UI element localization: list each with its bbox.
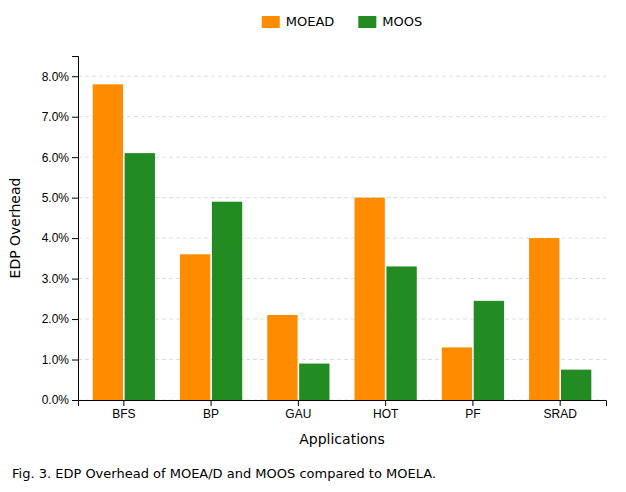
tick-label: 2.0% — [42, 312, 70, 326]
tick-mark — [72, 238, 78, 239]
tick: 3.0% — [42, 272, 78, 286]
plot-area: 0.0%1.0%2.0%3.0%4.0%5.0%6.0%7.0%8.0%BFSB… — [42, 57, 607, 421]
caption: Fig. 3. EDP Overhead of MOEA/D and MOOS … — [12, 466, 436, 481]
tick: BP — [203, 400, 219, 421]
tick: 5.0% — [42, 191, 78, 205]
tick-mark — [472, 400, 473, 406]
bar — [212, 202, 242, 400]
grid-line — [78, 359, 606, 360]
tick: PF — [465, 400, 480, 421]
tick-mark — [385, 400, 386, 406]
bar-series — [125, 153, 592, 400]
tick-label: 7.0% — [42, 110, 70, 124]
axis-line — [79, 401, 607, 407]
tick-label: 1.0% — [42, 353, 70, 367]
tick: 6.0% — [42, 151, 78, 165]
bar — [93, 84, 123, 400]
bar — [474, 301, 504, 400]
tick-label: 0.0% — [42, 393, 70, 407]
bars — [93, 84, 592, 400]
legend: MOEAD MOOS — [262, 14, 423, 29]
tick-label: 3.0% — [42, 272, 70, 286]
bar — [125, 153, 155, 400]
tick: SRAD — [544, 400, 578, 421]
tick: HOT — [373, 400, 399, 421]
tick-mark — [72, 319, 78, 320]
tick-mark — [298, 400, 299, 406]
tick: 1.0% — [42, 353, 78, 367]
tick: 2.0% — [42, 312, 78, 326]
grid-line — [78, 157, 606, 158]
tick-label: GAU — [285, 407, 311, 421]
tick-mark — [72, 117, 78, 118]
x-axis-title: Applications — [299, 431, 385, 447]
bar — [442, 347, 472, 400]
y-axis: 0.0% 1.0% 2.0% 3.0% 4.0% 5.0% 6.0% 7.0% 8.0% — [42, 57, 79, 408]
tick-mark — [72, 76, 78, 77]
legend-item: MOOS — [358, 14, 422, 29]
bar — [180, 254, 210, 400]
tick-mark — [72, 279, 78, 280]
tick-mark — [72, 360, 78, 361]
bar — [529, 238, 559, 400]
tick-label: PF — [465, 407, 480, 421]
legend-label: MOOS — [382, 14, 422, 29]
grid-line — [78, 116, 606, 117]
tick-mark — [72, 198, 78, 199]
tick-label: 5.0% — [42, 191, 70, 205]
tick: GAU — [285, 400, 311, 421]
tick-label: 4.0% — [42, 231, 70, 245]
tick: 0.0% — [42, 393, 78, 407]
tick-mark — [72, 157, 78, 158]
legend-swatch — [358, 16, 376, 28]
bar — [386, 266, 416, 400]
tick-label: BFS — [112, 407, 135, 421]
bar-series — [93, 84, 560, 400]
legend-label: MOEAD — [286, 14, 335, 29]
bar — [267, 315, 297, 400]
tick: 7.0% — [42, 110, 78, 124]
grid-line — [78, 197, 606, 198]
grid-line — [78, 76, 606, 77]
tick-mark — [123, 400, 124, 406]
tick-label: BP — [203, 407, 219, 421]
tick-mark — [560, 400, 561, 406]
x-axis: BFS BP GAU HOT PF SRAD — [79, 400, 607, 421]
tick-mark — [72, 400, 78, 401]
grid-line — [78, 278, 606, 279]
tick-mark — [211, 400, 212, 406]
grid-line — [78, 238, 606, 239]
tick-label: HOT — [373, 407, 399, 421]
legend-swatch — [262, 16, 280, 28]
tick-label: 6.0% — [42, 151, 70, 165]
legend-item: MOEAD — [262, 14, 335, 29]
grid-line — [78, 319, 606, 320]
tick: BFS — [112, 400, 135, 421]
bar — [299, 364, 329, 400]
chart: 0.0%1.0%2.0%3.0%4.0%5.0%6.0%7.0%8.0%BFSB… — [0, 0, 626, 492]
grid — [78, 76, 606, 400]
bar — [561, 370, 591, 400]
bar — [355, 198, 385, 400]
tick-label: SRAD — [544, 407, 578, 421]
tick-label: 8.0% — [42, 70, 70, 84]
y-axis-title: EDP Overhead — [7, 178, 23, 279]
axis-line — [72, 57, 79, 401]
tick: 4.0% — [42, 231, 78, 245]
tick: 8.0% — [42, 70, 78, 84]
